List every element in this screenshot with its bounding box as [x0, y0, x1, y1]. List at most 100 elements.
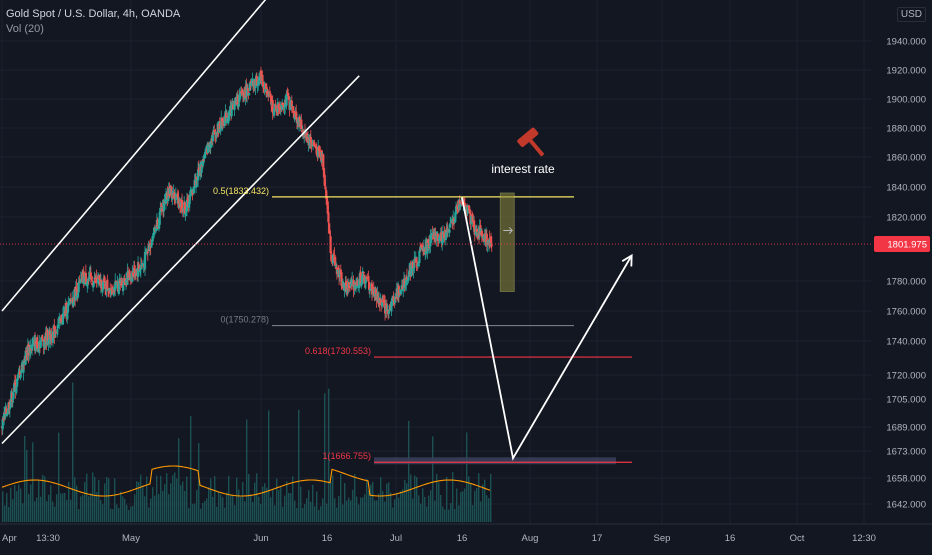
candle-body	[363, 274, 366, 284]
volume-bar	[482, 484, 484, 522]
volume-bar	[122, 496, 124, 522]
candle-body	[468, 209, 471, 214]
candle-body	[182, 207, 185, 211]
candle-body	[18, 370, 22, 379]
volume-bar	[260, 503, 262, 522]
volume-bar	[34, 501, 36, 522]
candle-body	[213, 130, 216, 132]
volume-bar	[258, 496, 260, 522]
time-tick-label: 16	[322, 533, 333, 544]
volume-bar	[178, 438, 180, 522]
volume-bar	[2, 491, 4, 522]
volume-bar	[266, 487, 268, 522]
volume-bar	[28, 494, 30, 522]
volume-bar	[156, 475, 158, 522]
candle-body	[408, 270, 411, 277]
candle-body	[254, 81, 257, 89]
candle-body	[91, 286, 95, 288]
candle-body	[34, 339, 37, 352]
candle-body	[473, 229, 476, 235]
candle-body	[443, 233, 446, 238]
volume-bar	[212, 496, 214, 522]
candle-body	[448, 229, 451, 233]
volume-bar	[24, 435, 26, 522]
candle-body	[150, 244, 153, 247]
volume-bar	[128, 509, 130, 522]
volume-bar	[406, 483, 408, 522]
volume-bar	[310, 501, 312, 522]
candle-body	[334, 256, 337, 266]
candle-body	[50, 334, 53, 341]
candle-body	[353, 284, 356, 289]
volume-bar	[48, 494, 50, 522]
volume-bar	[244, 501, 246, 522]
currency-label[interactable]: USD	[896, 7, 926, 22]
candle-body	[25, 354, 29, 357]
volume-bar	[396, 492, 398, 522]
candle-body	[415, 258, 418, 263]
candle-body	[184, 213, 187, 217]
candle-body	[364, 277, 368, 283]
candle-body	[393, 297, 397, 304]
volume-bar	[478, 473, 480, 522]
time-tick-label: May	[122, 533, 140, 544]
volume-bar	[134, 494, 136, 522]
volume-bar	[390, 492, 392, 522]
candle-body	[360, 279, 364, 284]
candle-body	[423, 249, 426, 254]
time-axis-bg	[0, 524, 932, 550]
candle-body	[76, 293, 80, 298]
candle-body	[109, 289, 113, 295]
volume-bar	[450, 503, 452, 522]
channel-line-upper	[1, 0, 267, 312]
candle-body	[468, 205, 471, 210]
volume-bar	[90, 493, 92, 522]
last-price-tag	[874, 236, 930, 253]
candle-body	[163, 199, 166, 204]
volume-bar	[312, 484, 314, 522]
volume-bar	[202, 503, 204, 522]
candle-body	[390, 302, 393, 312]
candle-body	[364, 282, 367, 284]
candle-body	[277, 104, 280, 109]
candle-body	[369, 288, 372, 291]
candle-body	[287, 93, 290, 96]
candle-body	[202, 159, 205, 161]
volume-bar	[262, 486, 264, 522]
volume-bars	[1, 382, 492, 522]
candle-body	[183, 202, 187, 215]
candle-body	[435, 231, 439, 234]
symbol-title[interactable]: Gold Spot / U.S. Dollar, 4h, OANDA	[6, 8, 181, 20]
gavel-icon	[517, 127, 545, 157]
volume-bar	[342, 504, 344, 522]
volume-bar	[360, 497, 362, 522]
volume-bar	[336, 507, 338, 522]
candle-body	[215, 131, 218, 139]
candle-body	[243, 91, 246, 99]
candle-body	[435, 235, 438, 241]
candle-body	[282, 104, 285, 107]
candle-body	[68, 298, 71, 301]
candle-body	[54, 332, 57, 334]
volume-bar	[330, 481, 332, 522]
volume-bar	[306, 498, 308, 522]
volume-bar	[490, 473, 492, 522]
volume-legend[interactable]: Vol (20)	[6, 23, 44, 35]
price-tick-label: 1740.000	[886, 337, 926, 348]
candle-body	[281, 103, 285, 106]
candle-body	[278, 107, 281, 109]
candle-body	[332, 252, 335, 254]
volume-bar	[16, 491, 18, 522]
volume-bar	[82, 495, 84, 522]
candle-body	[440, 232, 443, 242]
candle-body	[295, 117, 299, 124]
candle-body	[152, 235, 155, 239]
candle-body	[333, 254, 336, 256]
volume-bar	[106, 476, 108, 522]
volume-bar	[70, 499, 72, 522]
candle-body	[312, 142, 315, 146]
price-tick-label: 1673.000	[886, 447, 926, 458]
volume-ma-line	[1, 465, 491, 497]
